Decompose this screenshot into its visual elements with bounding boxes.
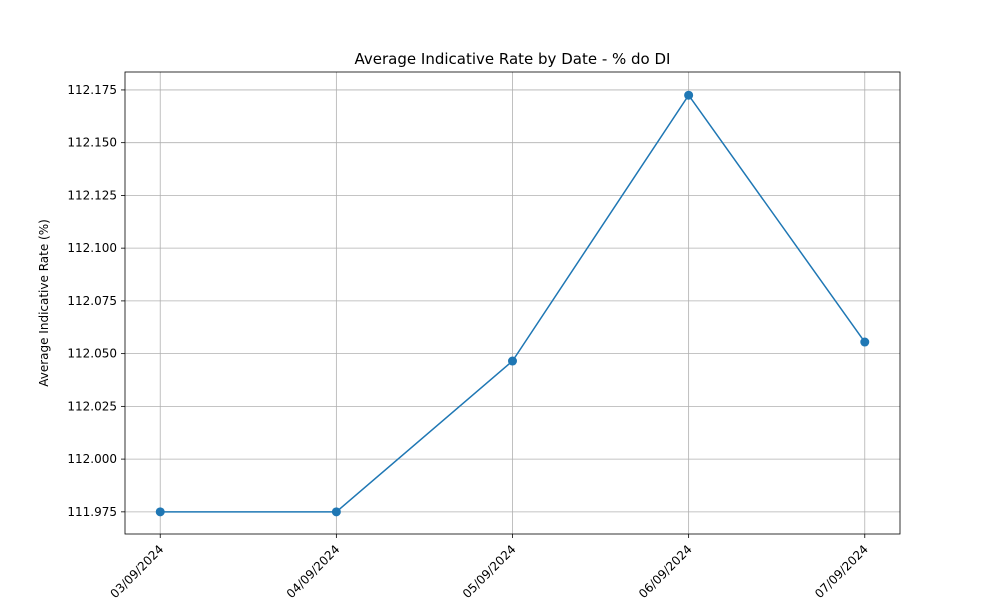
data-point <box>331 507 341 517</box>
grid <box>125 72 900 534</box>
y-tick-label: 112.100 <box>67 241 117 255</box>
y-axis-label: Average Indicative Rate (%) <box>37 219 51 387</box>
y-tick-label: 112.125 <box>67 188 117 202</box>
y-tick-label: 112.025 <box>67 399 117 413</box>
data-point <box>684 90 694 100</box>
y-tick-label: 112.050 <box>67 347 117 361</box>
y-tick-label: 111.975 <box>67 505 117 519</box>
data-point <box>860 337 870 347</box>
y-tick-label: 112.000 <box>67 452 117 466</box>
series-layer <box>155 90 870 517</box>
y-tick-label: 112.175 <box>67 83 117 97</box>
data-point <box>508 356 517 366</box>
y-tick-label: 112.075 <box>67 294 117 308</box>
y-tick-label: 112.150 <box>67 136 117 150</box>
y-axis: 111.975 112.000 112.025 112.050 112.075 112.1… <box>67 83 125 519</box>
data-point <box>155 507 165 517</box>
chart-title: Average Indicative Rate by Date - % do D… <box>355 50 671 68</box>
